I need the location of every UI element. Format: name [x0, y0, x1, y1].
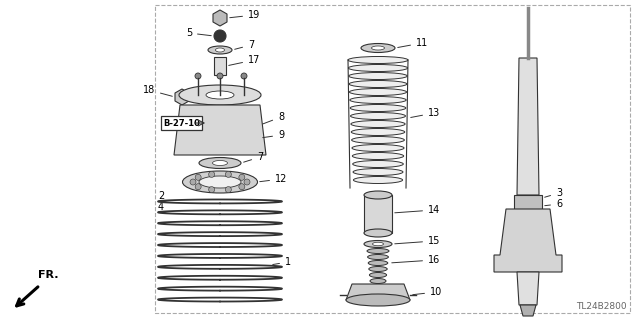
Bar	[514, 195, 542, 209]
Ellipse shape	[199, 158, 241, 168]
Ellipse shape	[346, 294, 410, 306]
Circle shape	[239, 174, 245, 180]
Text: 1: 1	[273, 257, 291, 267]
Ellipse shape	[216, 48, 225, 52]
Ellipse shape	[361, 43, 395, 53]
Circle shape	[195, 184, 201, 190]
Circle shape	[190, 179, 196, 185]
Ellipse shape	[179, 85, 261, 105]
Polygon shape	[517, 58, 539, 195]
Ellipse shape	[350, 105, 406, 112]
Circle shape	[244, 179, 250, 185]
Text: FR.: FR.	[38, 270, 58, 280]
Ellipse shape	[206, 91, 234, 99]
Ellipse shape	[351, 137, 404, 144]
Ellipse shape	[372, 242, 383, 246]
Text: 17: 17	[228, 55, 260, 65]
Bar	[364, 195, 392, 233]
Text: 18: 18	[143, 85, 172, 96]
Ellipse shape	[349, 88, 406, 95]
Ellipse shape	[351, 129, 404, 136]
Ellipse shape	[353, 160, 403, 167]
Ellipse shape	[369, 272, 387, 278]
Ellipse shape	[348, 56, 408, 63]
Ellipse shape	[371, 46, 385, 50]
Polygon shape	[494, 209, 562, 272]
Ellipse shape	[353, 168, 403, 175]
Text: 16: 16	[392, 255, 440, 265]
Circle shape	[209, 187, 214, 193]
Ellipse shape	[352, 145, 404, 152]
Ellipse shape	[368, 261, 388, 265]
Ellipse shape	[364, 229, 392, 237]
Circle shape	[195, 174, 201, 180]
Polygon shape	[175, 89, 189, 105]
Text: 8: 8	[262, 112, 284, 124]
Ellipse shape	[364, 191, 392, 199]
Ellipse shape	[212, 160, 227, 166]
Ellipse shape	[199, 176, 241, 188]
Circle shape	[217, 73, 223, 79]
Text: 19: 19	[230, 10, 260, 20]
Bar	[155, 5, 630, 313]
Ellipse shape	[367, 255, 388, 259]
Polygon shape	[346, 284, 410, 300]
Ellipse shape	[367, 249, 389, 254]
Ellipse shape	[352, 152, 404, 160]
Text: 7: 7	[235, 40, 254, 50]
Ellipse shape	[208, 46, 232, 54]
Ellipse shape	[349, 72, 407, 79]
Ellipse shape	[351, 113, 406, 120]
Text: 10: 10	[413, 287, 442, 297]
Ellipse shape	[353, 176, 403, 183]
Text: 5: 5	[186, 28, 211, 38]
Text: 14: 14	[395, 205, 440, 215]
Ellipse shape	[369, 266, 387, 271]
Circle shape	[241, 73, 247, 79]
Ellipse shape	[182, 171, 257, 193]
Circle shape	[225, 187, 231, 193]
Text: 12: 12	[260, 174, 287, 184]
Polygon shape	[213, 10, 227, 26]
Text: 15: 15	[395, 236, 440, 246]
Text: TL24B2800: TL24B2800	[577, 302, 627, 311]
Ellipse shape	[370, 278, 386, 284]
Ellipse shape	[350, 97, 406, 103]
Polygon shape	[520, 305, 536, 316]
Text: 3: 3	[545, 188, 562, 198]
Circle shape	[209, 171, 214, 177]
Ellipse shape	[364, 241, 392, 248]
Text: 4: 4	[158, 202, 164, 212]
Polygon shape	[174, 105, 266, 155]
Ellipse shape	[349, 80, 407, 87]
Polygon shape	[517, 272, 539, 305]
Bar	[214, 57, 226, 75]
Text: 11: 11	[397, 38, 428, 48]
Text: 6: 6	[545, 199, 562, 209]
Circle shape	[195, 73, 201, 79]
Text: 9: 9	[263, 130, 284, 140]
Circle shape	[225, 171, 231, 177]
Circle shape	[214, 30, 226, 42]
Text: 7: 7	[244, 152, 263, 162]
Text: B-27-10: B-27-10	[163, 118, 200, 128]
Text: 13: 13	[411, 108, 440, 118]
Ellipse shape	[351, 121, 405, 128]
Text: 2: 2	[158, 191, 164, 201]
Circle shape	[239, 184, 245, 190]
Ellipse shape	[348, 64, 408, 71]
